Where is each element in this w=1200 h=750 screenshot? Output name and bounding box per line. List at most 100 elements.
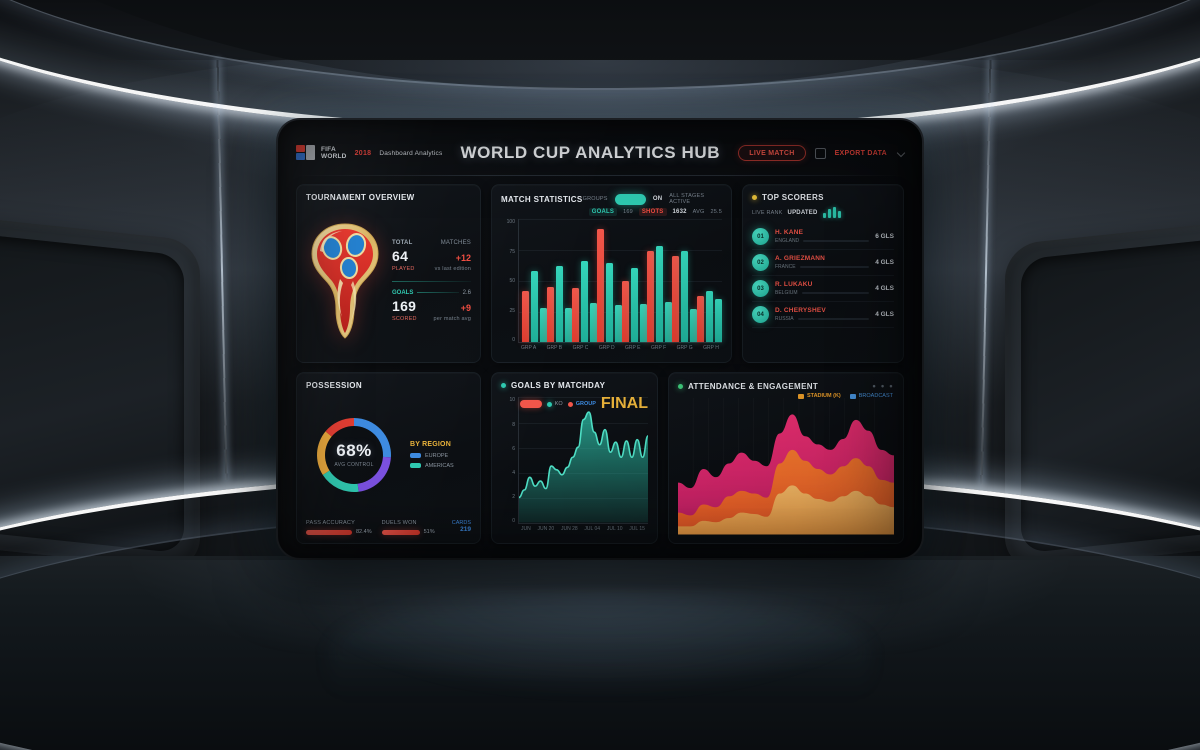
kpi-b-rate: 2.6 — [462, 289, 471, 296]
export-data-link[interactable]: EXPORT DATA — [834, 149, 887, 157]
bar[interactable] — [606, 263, 613, 343]
live-match-button[interactable]: LIVE MATCH — [738, 145, 806, 161]
donut-legend-item-0: EUROPE — [410, 453, 471, 459]
cards-stat: CARDS 219 — [449, 520, 471, 535]
attendance-title-text: ATTENDANCE & ENGAGEMENT — [688, 381, 819, 391]
bar[interactable] — [590, 302, 597, 343]
line-chart-x-axis: JUN JUN 20 JUN 28 JUL 04 JUL 10 JUL 15 — [518, 524, 648, 535]
kpi-a-delta: +12 — [455, 252, 471, 263]
more-options-icon[interactable]: • • • — [872, 381, 894, 392]
stage-toggle[interactable] — [614, 193, 646, 205]
donut-legend-label-0: EUROPE — [425, 452, 449, 459]
bar[interactable] — [681, 251, 688, 343]
line-chart-y-axis: 10 8 6 4 2 0 — [501, 397, 518, 535]
leaderboard-row[interactable]: 02 A. GRIEZMANN FRANCE 4 GLS — [752, 250, 894, 276]
attendance-engagement-card: ATTENDANCE & ENGAGEMENT • • • STADIUM (K… — [668, 372, 904, 544]
wall-display: FIFA WORLD 2018 Dashboard Analytics WORL… — [278, 120, 922, 558]
bar[interactable] — [547, 286, 554, 343]
bar[interactable] — [647, 251, 654, 343]
player-team: FRANCE — [775, 264, 796, 271]
bar[interactable] — [572, 288, 579, 343]
donut-center-label: AVG CONTROL — [334, 462, 374, 469]
bar[interactable] — [640, 304, 647, 343]
brand-line-1: FIFA — [321, 145, 336, 153]
bar-xtick: GRP E — [625, 345, 641, 352]
donut-legend-label-1: AMERICAS — [425, 462, 454, 469]
progress-track — [801, 292, 870, 295]
page-title: WORLD CUP ANALYTICS HUB — [460, 143, 721, 162]
bar-group — [547, 219, 572, 343]
bar[interactable] — [615, 305, 622, 343]
avatar: 01 — [752, 228, 769, 245]
chevron-down-icon[interactable] — [896, 148, 906, 158]
bar[interactable] — [522, 290, 529, 343]
progress-track — [799, 266, 870, 269]
bar-ytick-0: 100 — [506, 219, 515, 225]
bar[interactable] — [665, 301, 672, 343]
bar-legend-1-value: 1632 — [672, 209, 687, 215]
cards-stat-value: 219 — [460, 526, 471, 533]
bar-xtick: GRP A — [521, 345, 537, 352]
dashboard-ui: FIFA WORLD 2018 Dashboard Analytics WORL… — [278, 120, 922, 558]
brand-tail: Dashboard Analytics — [379, 149, 443, 157]
leaderboard-row[interactable]: 01 H. KANE ENGLAND 6 GLS — [752, 224, 894, 250]
bar[interactable] — [581, 261, 588, 343]
line-chart-plot: 10 8 6 4 2 0 JUN JUN 20 JUN 28 JUL 04 JUL 10 JUL 1… — [501, 397, 648, 535]
area-legend-item-0: STADIUM (K) — [797, 393, 841, 399]
player-team: RUSSIA — [775, 316, 794, 323]
bar-group — [672, 219, 697, 343]
possession-metric-1: DUELS WON 51% — [381, 520, 439, 535]
bar[interactable] — [690, 309, 697, 343]
kpi-b-sub-right: per match avg — [433, 315, 471, 322]
bar[interactable] — [715, 299, 722, 343]
bar[interactable] — [672, 256, 679, 343]
line-legend-label-ko: KO — [554, 401, 563, 408]
leaderboard-spark-label: UPDATED — [787, 209, 818, 216]
line-series[interactable] — [519, 413, 648, 498]
grid-icon[interactable] — [814, 147, 826, 159]
area-chart-canvas — [678, 398, 894, 535]
header-divider — [296, 175, 904, 176]
bar-legend-2-value: 25.5 — [710, 209, 722, 215]
bar-chart-y-axis: 100 75 50 25 0 — [501, 219, 518, 354]
line-chart-legend: KO GROUP FINAL — [519, 395, 648, 413]
bar[interactable] — [697, 295, 704, 343]
possession-title: POSSESSION — [306, 381, 362, 391]
bar[interactable] — [540, 307, 547, 343]
area-series[interactable] — [678, 485, 894, 535]
kpi-a-value: 64 — [392, 247, 409, 264]
series-dot-icon-green — [678, 383, 683, 389]
possession-metric-0-bar — [306, 529, 352, 535]
dashboard-row-bottom: POSSESSION 68% AVG CONTROL BY REGION — [296, 372, 904, 544]
bar[interactable] — [656, 246, 663, 343]
world-cup-trophy-icon — [306, 221, 384, 341]
bar-group — [597, 219, 622, 343]
goals-by-matchday-title-text: GOALS BY MATCHDAY — [511, 381, 606, 391]
leaderboard-row[interactable]: 03 R. LUKAKU BELGIUM 4 GLS — [752, 276, 894, 302]
leaderboard-row[interactable]: 04 D. CHERYSHEV RUSSIA 4 GLS — [752, 302, 894, 328]
brand-logo: FIFA WORLD 2018 Dashboard Analytics — [296, 145, 442, 161]
bar-group — [572, 219, 597, 343]
line-area-fill — [519, 412, 648, 523]
bar[interactable] — [622, 280, 629, 343]
bar[interactable] — [706, 290, 713, 343]
bar-toggle-state: ON — [652, 196, 663, 202]
bar-chart-header: MATCH STATISTICS GROUPS ON ALL STAGES AC… — [501, 193, 722, 216]
bar[interactable] — [531, 270, 538, 343]
donut-legend-swatch-0 — [410, 453, 421, 459]
bar-group — [647, 219, 672, 343]
bar-group — [622, 219, 647, 343]
dashboard-row-top: TOURNAMENT OVERVIEW — [296, 184, 904, 364]
line-legend-swatch-all — [519, 400, 542, 409]
bar[interactable] — [556, 265, 563, 343]
progress-track — [797, 318, 870, 321]
bar[interactable] — [597, 228, 604, 343]
match-statistics-card: MATCH STATISTICS GROUPS ON ALL STAGES AC… — [491, 184, 732, 364]
player-name: H. KANE — [775, 228, 804, 236]
display-panel: FIFA WORLD 2018 Dashboard Analytics WORL… — [278, 120, 922, 558]
bar-ytick-1: 75 — [509, 248, 515, 255]
bar[interactable] — [631, 268, 638, 343]
line-xtick: JUN 20 — [537, 526, 555, 532]
bar[interactable] — [565, 307, 572, 343]
screen-floor-reflection — [330, 600, 870, 730]
